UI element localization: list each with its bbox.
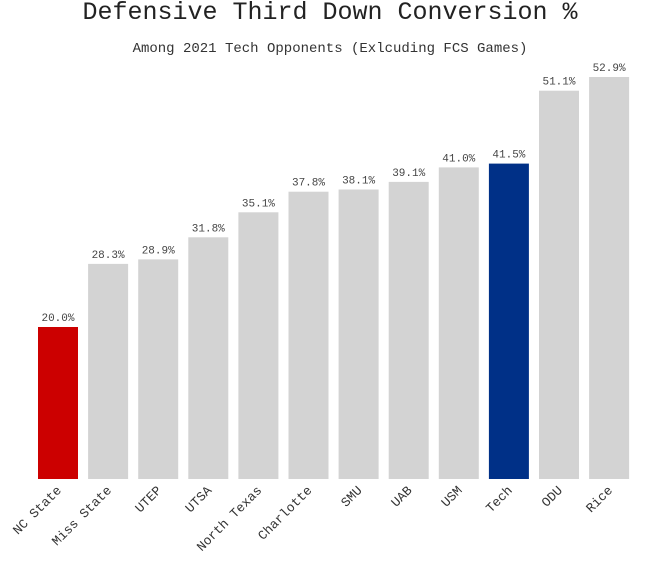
bar-value-label: 37.8% bbox=[292, 178, 325, 190]
bar-3 bbox=[188, 237, 229, 479]
x-tick-label: ODU bbox=[539, 483, 566, 510]
bar-value-label: 31.8% bbox=[192, 223, 225, 235]
bar-value-label: 41.5% bbox=[492, 150, 525, 162]
bar-10 bbox=[539, 90, 579, 479]
bar-value-label: 20.0% bbox=[41, 313, 74, 325]
chart-subtitle: Among 2021 Tech Opponents (Exlcuding FCS… bbox=[132, 41, 528, 57]
x-tick-label: USM bbox=[438, 483, 465, 510]
bar-value-label: 51.1% bbox=[542, 77, 575, 89]
x-tick-label: Charlotte bbox=[255, 483, 315, 543]
bar-11 bbox=[589, 77, 630, 479]
x-tick-label: Tech bbox=[483, 483, 516, 516]
x-tick-label: UTEP bbox=[132, 483, 165, 516]
bar-value-label: 28.3% bbox=[92, 250, 125, 262]
bar-9 bbox=[488, 163, 529, 479]
bar-2 bbox=[138, 259, 179, 479]
bar-5 bbox=[288, 191, 329, 479]
bar-value-label: 35.1% bbox=[242, 198, 275, 210]
bar-7 bbox=[388, 181, 429, 479]
bar-0 bbox=[38, 327, 78, 479]
bar-6 bbox=[338, 189, 379, 479]
x-tick-label: UTSA bbox=[182, 483, 215, 516]
bar-8 bbox=[438, 167, 479, 479]
bar-value-label: 28.9% bbox=[142, 245, 175, 257]
bar-value-label: 52.9% bbox=[593, 63, 626, 75]
chart-title: Defensive Third Down Conversion % bbox=[82, 0, 578, 27]
bar-1 bbox=[88, 263, 129, 479]
bar-value-label: 38.1% bbox=[342, 176, 375, 188]
x-tick-label: UAB bbox=[388, 483, 415, 510]
x-tick-label: SMU bbox=[338, 483, 365, 510]
bar-value-label: 39.1% bbox=[392, 168, 425, 180]
bar-value-label: 41.0% bbox=[442, 153, 475, 165]
x-tick-label: Rice bbox=[583, 483, 616, 516]
bar-4 bbox=[238, 212, 279, 480]
